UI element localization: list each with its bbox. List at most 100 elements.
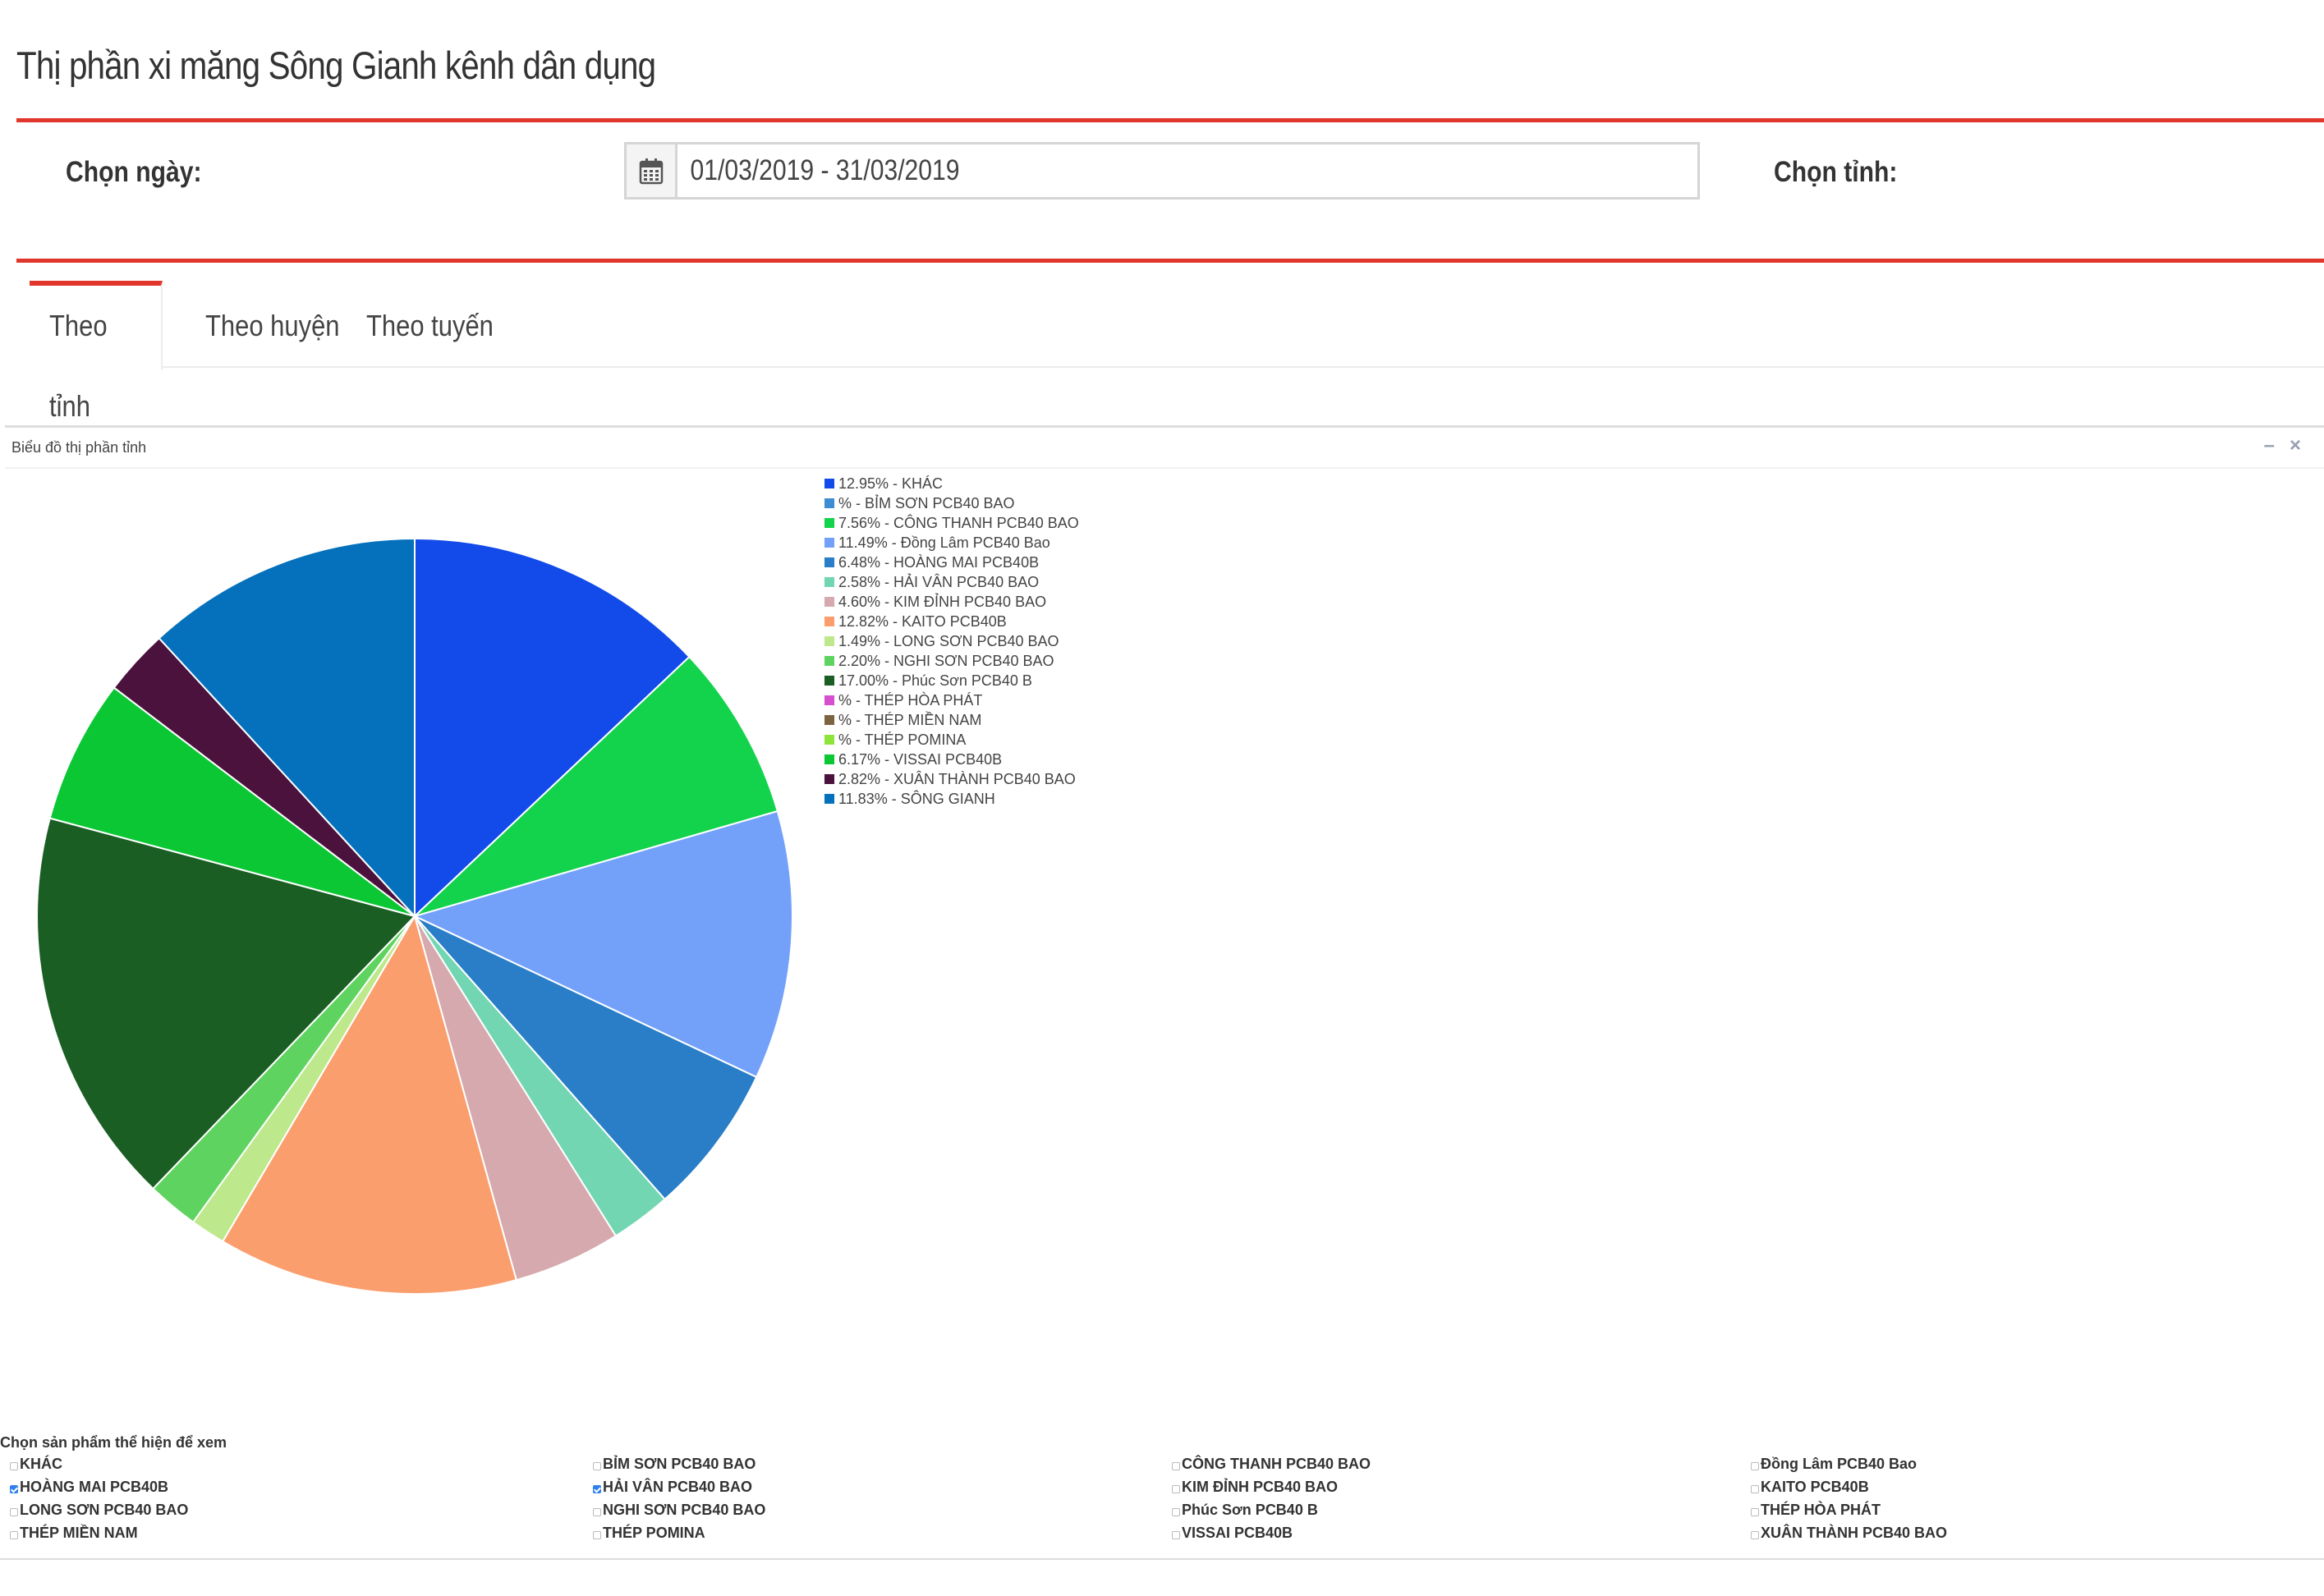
- product-option[interactable]: CÔNG THANH PCB40 BAO: [1172, 1454, 1730, 1474]
- product-label: Phúc Sơn PCB40 B: [1182, 1501, 1318, 1518]
- legend-label: 12.82% - KAITO PCB40B: [838, 612, 1007, 630]
- product-option[interactable]: VISSAI PCB40B: [1172, 1523, 1730, 1543]
- product-option[interactable]: NGHI SƠN PCB40 BAO: [593, 1500, 1151, 1520]
- filter-divider: [16, 259, 2324, 263]
- product-label: CÔNG THANH PCB40 BAO: [1182, 1455, 1371, 1472]
- product-checkbox[interactable]: [593, 1508, 601, 1516]
- product-checkbox[interactable]: [1751, 1462, 1759, 1470]
- product-option[interactable]: Phúc Sơn PCB40 B: [1172, 1500, 1730, 1520]
- legend-label: 11.49% - Đồng Lâm PCB40 Bao: [838, 534, 1050, 551]
- legend-item[interactable]: 6.48% - HOÀNG MAI PCB40B: [824, 553, 1079, 572]
- legend-item[interactable]: 6.17% - VISSAI PCB40B: [824, 750, 1079, 769]
- product-checkbox[interactable]: [1172, 1485, 1180, 1493]
- pie-slice-3[interactable]: [412, 809, 793, 1079]
- minus-icon[interactable]: –: [2263, 434, 2275, 456]
- product-checkbox[interactable]: [10, 1508, 18, 1516]
- legend-label: 12.95% - KHÁC: [838, 475, 944, 492]
- legend-item[interactable]: 17.00% - Phúc Sơn PCB40 B: [824, 671, 1079, 690]
- tab-theo-tinh[interactable]: Theo tỉnh: [30, 281, 163, 423]
- legend-label: 6.17% - VISSAI PCB40B: [838, 750, 1003, 768]
- pie-slice-7[interactable]: [221, 914, 517, 1295]
- legend-label: % - THÉP HÒA PHÁT: [838, 691, 983, 709]
- legend-swatch: [824, 617, 834, 626]
- tab-bar: Theo tỉnh Theo huyện Theo tuyến: [30, 281, 2324, 423]
- selector-title: Chọn sản phẩm thể hiện để xem: [0, 1434, 227, 1451]
- pie-slice-10[interactable]: [36, 817, 416, 1190]
- pie-chart: [36, 537, 793, 1295]
- product-option[interactable]: XUÂN THÀNH PCB40 BAO: [1751, 1523, 2309, 1543]
- product-label: KHÁC: [20, 1455, 62, 1472]
- product-label: THÉP HÒA PHÁT: [1761, 1501, 1881, 1518]
- date-label: Chọn ngày:: [66, 156, 202, 188]
- page-title: Thị phần xi măng Sông Gianh kênh dân dụn…: [16, 44, 656, 87]
- legend-label: % - THÉP MIỀN NAM: [838, 711, 982, 728]
- legend-swatch: [824, 577, 834, 587]
- legend-item[interactable]: % - THÉP HÒA PHÁT: [824, 690, 1079, 710]
- legend-item[interactable]: 2.82% - XUÂN THÀNH PCB40 BAO: [824, 769, 1079, 789]
- product-label: THÉP POMINA: [603, 1524, 705, 1541]
- product-option[interactable]: KAITO PCB40B: [1751, 1477, 2309, 1497]
- legend-label: % - THÉP POMINA: [838, 731, 967, 748]
- legend-item[interactable]: 11.49% - Đồng Lâm PCB40 Bao: [824, 533, 1079, 553]
- legend-item[interactable]: % - THÉP POMINA: [824, 730, 1079, 750]
- legend-label: 1.49% - LONG SƠN PCB40 BAO: [838, 632, 1059, 649]
- product-checkbox[interactable]: [593, 1462, 601, 1470]
- product-checkbox[interactable]: [1751, 1531, 1759, 1539]
- product-checkbox[interactable]: [1172, 1462, 1180, 1470]
- pie-slice-14[interactable]: [48, 686, 416, 917]
- legend-item[interactable]: 12.95% - KHÁC: [824, 474, 1079, 493]
- product-option[interactable]: Đồng Lâm PCB40 Bao: [1751, 1454, 2309, 1474]
- legend-item[interactable]: 2.58% - HẢI VÂN PCB40 BAO: [824, 572, 1079, 592]
- chart-legend: 12.95% - KHÁC % - BỈM SƠN PCB40 BAO 7.56% …: [824, 474, 1079, 809]
- legend-swatch: [824, 597, 834, 607]
- legend-item[interactable]: 4.60% - KIM ĐỈNH PCB40 BAO: [824, 592, 1079, 612]
- pie-slice-2[interactable]: [414, 655, 779, 917]
- bottom-divider: [0, 1558, 2324, 1560]
- date-range-input[interactable]: 01/03/2019 - 31/03/2019: [690, 154, 960, 186]
- legend-item[interactable]: 11.83% - SÔNG GIANH: [824, 789, 1079, 809]
- pie-slice-4[interactable]: [414, 915, 758, 1201]
- chart-box-title: Biểu đồ thị phần tỉnh: [11, 439, 147, 456]
- legend-item[interactable]: % - THÉP MIỀN NAM: [824, 710, 1079, 730]
- product-checkbox[interactable]: [10, 1485, 18, 1493]
- legend-label: 11.83% - SÔNG GIANH: [838, 790, 995, 807]
- legend-label: 4.60% - KIM ĐỈNH PCB40 BAO: [838, 593, 1047, 610]
- product-selector: Chọn sản phẩm thể hiện để xem KHÁC HOÀNG …: [0, 1434, 2324, 1541]
- product-option[interactable]: THÉP HÒA PHÁT: [1751, 1500, 2309, 1520]
- date-range-picker[interactable]: 01/03/2019 - 31/03/2019: [624, 142, 1700, 200]
- product-option[interactable]: KIM ĐỈNH PCB40 BAO: [1172, 1477, 1730, 1497]
- close-icon[interactable]: ×: [2289, 434, 2301, 456]
- product-option[interactable]: KHÁC: [10, 1454, 568, 1474]
- tab-theo-tuyen[interactable]: Theo tuyến: [366, 309, 494, 342]
- product-option[interactable]: THÉP MIỀN NAM: [10, 1523, 568, 1543]
- product-checkbox[interactable]: [10, 1531, 18, 1539]
- product-checkbox[interactable]: [1172, 1531, 1180, 1539]
- product-label: VISSAI PCB40B: [1182, 1524, 1293, 1541]
- product-option[interactable]: HẢI VÂN PCB40 BAO: [593, 1477, 1151, 1497]
- legend-item[interactable]: 12.82% - KAITO PCB40B: [824, 612, 1079, 631]
- legend-item[interactable]: 7.56% - CÔNG THANH PCB40 BAO: [824, 513, 1079, 533]
- pie-slice-0[interactable]: [414, 537, 691, 919]
- legend-item[interactable]: % - BỈM SƠN PCB40 BAO: [824, 493, 1079, 513]
- product-option[interactable]: BỈM SƠN PCB40 BAO: [593, 1454, 1151, 1474]
- product-option[interactable]: THÉP POMINA: [593, 1523, 1151, 1543]
- product-checkbox[interactable]: [1751, 1508, 1759, 1516]
- legend-swatch: [824, 518, 834, 528]
- pie-slice-16[interactable]: [158, 537, 416, 919]
- legend-label: 6.48% - HOÀNG MAI PCB40B: [838, 553, 1040, 571]
- product-checkbox[interactable]: [10, 1462, 18, 1470]
- product-option[interactable]: LONG SƠN PCB40 BAO: [10, 1500, 568, 1520]
- product-checkbox[interactable]: [593, 1485, 601, 1493]
- legend-item[interactable]: 1.49% - LONG SƠN PCB40 BAO: [824, 631, 1079, 651]
- calendar-icon[interactable]: [627, 144, 677, 197]
- legend-item[interactable]: 2.20% - NGHI SƠN PCB40 BAO: [824, 651, 1079, 671]
- legend-swatch: [824, 636, 834, 646]
- tab-theo-huyen[interactable]: Theo huyện: [205, 309, 340, 342]
- product-checkbox[interactable]: [593, 1531, 601, 1539]
- product-checkbox[interactable]: [1751, 1485, 1759, 1493]
- product-option[interactable]: HOÀNG MAI PCB40B: [10, 1477, 568, 1497]
- product-label: NGHI SƠN PCB40 BAO: [603, 1501, 766, 1518]
- header-divider: [16, 118, 2324, 122]
- product-checkbox[interactable]: [1172, 1508, 1180, 1516]
- legend-swatch: [824, 774, 834, 784]
